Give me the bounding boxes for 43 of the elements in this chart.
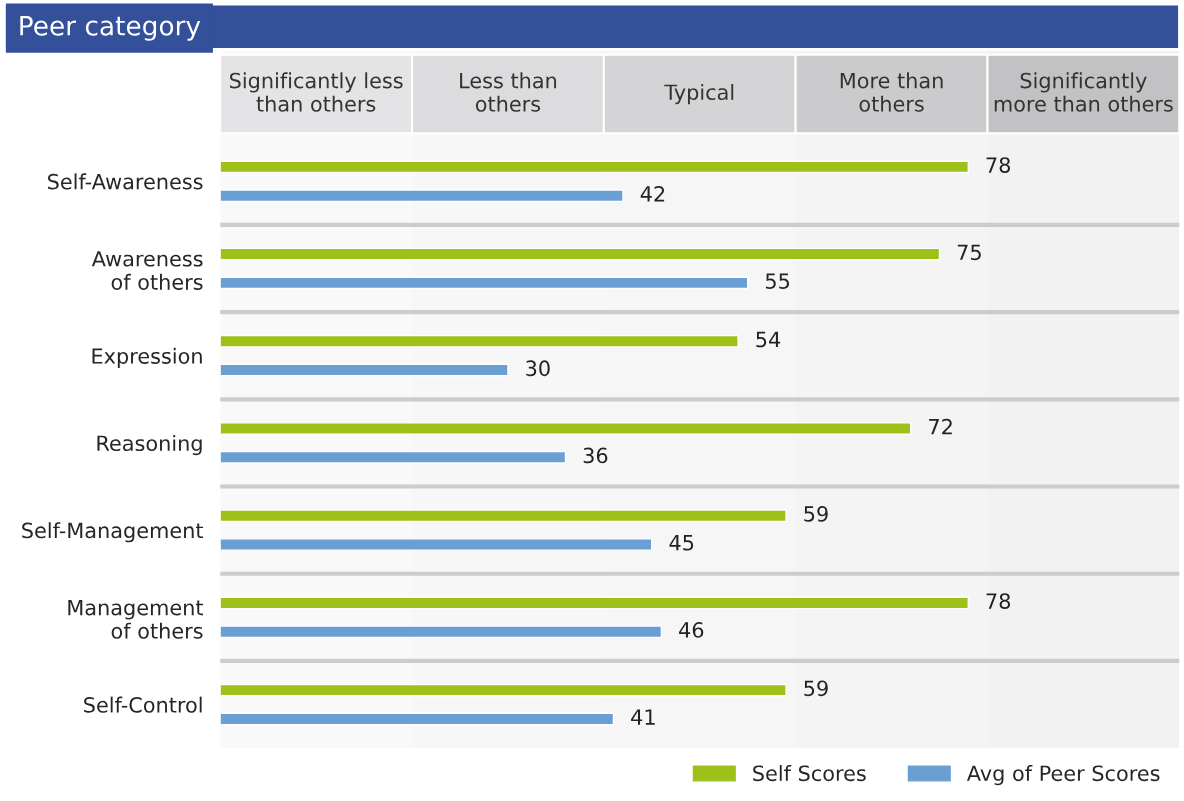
- y-tick-label: Self-Awareness: [48, 173, 203, 190]
- band-label: More than others: [840, 72, 943, 112]
- band-label: Less than others: [460, 72, 557, 112]
- data-label: 36: [583, 447, 608, 464]
- data-label: 55: [765, 273, 790, 289]
- bar: [220, 683, 787, 697]
- data-label: 42: [640, 185, 665, 202]
- y-tick-label: Reasoning: [97, 434, 202, 456]
- y-tick-label: Expression: [92, 347, 202, 368]
- legend-label: Avg of Peer Scores: [966, 765, 1160, 786]
- y-tick-label: Self-Control: [84, 696, 202, 713]
- band-label: Typical: [664, 83, 734, 105]
- bar: [220, 189, 624, 203]
- bar: [220, 712, 615, 726]
- bar: [220, 363, 509, 377]
- bar: [220, 160, 969, 174]
- legend-label: Self Scores: [753, 765, 866, 782]
- bar: [220, 450, 567, 464]
- bar: [220, 625, 663, 639]
- bar: [220, 422, 912, 435]
- y-tick-label: Self-Management: [22, 522, 204, 543]
- bar: [220, 276, 749, 290]
- bar: [220, 334, 739, 348]
- data-label: 54: [756, 331, 781, 348]
- data-label: 41: [631, 709, 655, 725]
- data-label: 78: [986, 157, 1011, 173]
- bar: [220, 538, 653, 551]
- y-tick-label: Management of others: [68, 599, 204, 639]
- bar: [220, 596, 969, 610]
- data-label: 72: [929, 418, 952, 435]
- data-label: 45: [669, 535, 694, 551]
- data-label: 46: [679, 622, 704, 638]
- data-label: 59: [804, 680, 828, 697]
- bar: [220, 247, 941, 261]
- chart-title: Peer category: [20, 16, 201, 41]
- data-label: 59: [804, 506, 828, 522]
- band-label: Significantly less than others: [230, 72, 403, 112]
- y-tick-label: Awareness of others: [91, 251, 203, 290]
- data-label: 75: [957, 244, 981, 261]
- data-label: 30: [526, 360, 550, 377]
- data-label: 78: [986, 593, 1011, 609]
- band-label: Significantly more than others: [994, 72, 1173, 112]
- bar: [220, 509, 787, 523]
